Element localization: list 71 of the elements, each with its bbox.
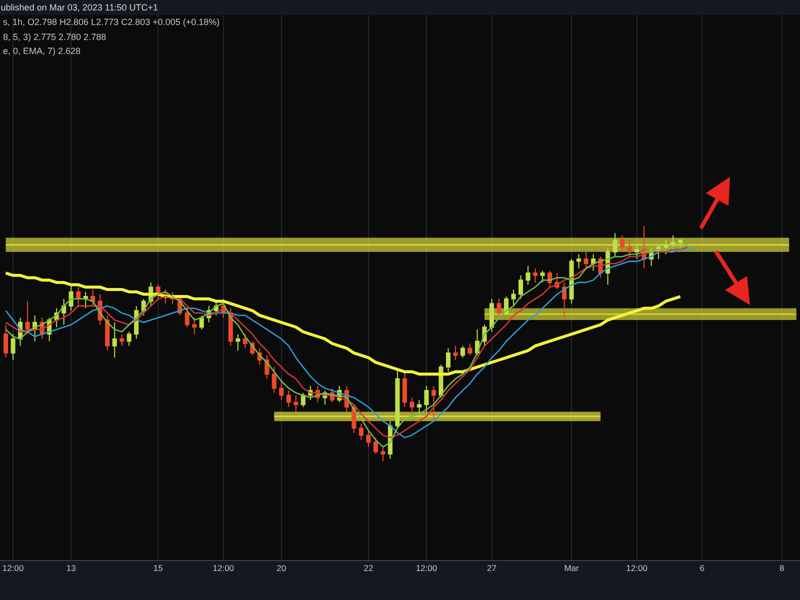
x-tick-label: 13 [66,563,76,574]
candlestick [25,300,30,335]
candlestick [90,289,96,306]
candlestick [192,317,197,335]
candlestick [460,345,466,358]
candlestick [236,334,240,352]
chart-title: ublished on Mar 03, 2023 11:50 UTC+1 [0,2,158,13]
candlestick [83,291,88,309]
candlestick [591,254,596,272]
candlestick [511,289,516,306]
candlestick [664,240,668,255]
candlestick [120,334,124,346]
x-tick-label: 8 [780,563,785,574]
candlestick [496,298,502,318]
candlestick [184,308,190,328]
candlestick [62,298,66,326]
candlestick [634,244,640,260]
candlestick [358,422,364,440]
x-tick-label: 27 [487,563,497,574]
candlestick [4,324,8,358]
x-tick-label: 12:00 [416,563,438,574]
candlestick [584,251,588,269]
candlestick [627,240,632,258]
candlestick [612,232,618,258]
x-tick-label: 12:00 [626,563,648,574]
candlestick [294,394,298,412]
candlestick [620,234,625,252]
candlestick [526,266,530,286]
candlestick [410,397,414,415]
candlestick [352,404,356,434]
x-tick-label: Mar [564,563,580,574]
candlestick [424,385,429,412]
candlestick [670,234,676,250]
candlestick [468,343,472,356]
candlestick [68,284,74,312]
candlestick [678,240,683,250]
candlestick [540,270,545,283]
candlestick [416,399,422,417]
candlestick [272,366,276,394]
text: 8, 5, 3) 2.775 2.780 2.788 [3,32,106,42]
candlestick [395,368,400,429]
candlestick [10,334,16,360]
candlestick [446,348,451,372]
candlestick [105,314,110,352]
candlestick [366,430,371,448]
candlestick [264,354,270,380]
candlestick [532,268,538,283]
candlestick [576,254,582,269]
x-tick-label: 20 [276,563,286,574]
candlestick [76,286,81,306]
candlestick [562,282,567,318]
candlestick [286,390,291,408]
x-tick-label: 12:00 [212,563,234,574]
candlestick [112,322,117,358]
candlestick [518,274,524,300]
candlestick [431,385,436,422]
candlestick [453,345,458,360]
candlestick [489,298,494,332]
x-tick-label: 15 [153,563,164,574]
x-tick-label: 22 [364,563,374,574]
candlestick [242,334,248,349]
candlestick [380,446,386,462]
candlestick [126,331,132,346]
candlestick [373,437,378,455]
candlestick [402,371,407,408]
x-tick-label: 6 [700,563,705,574]
x-tick-label: 12:00 [2,563,24,574]
candlestick [279,380,284,400]
candlestick [199,314,204,330]
text: e, 0, EMA, 7) 2.628 [3,46,81,56]
text: s, 1h, O2.798 H2.806 L2.773 C2.803 +0.005 (+0.18%) [3,17,220,27]
